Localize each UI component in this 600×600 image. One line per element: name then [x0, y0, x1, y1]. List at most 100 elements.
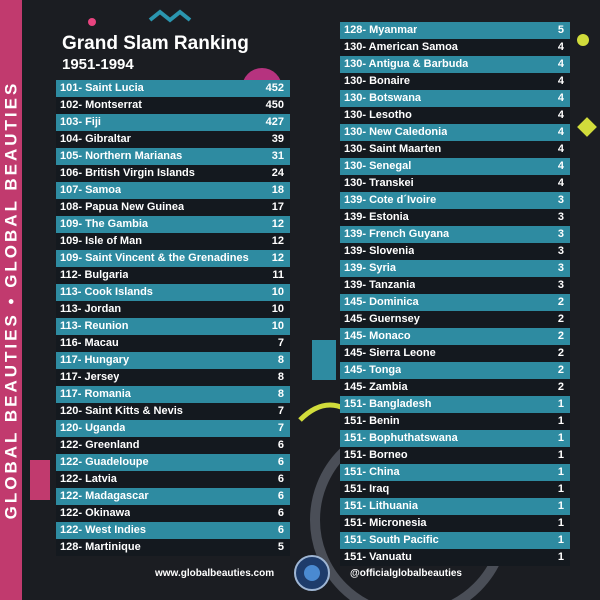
row-label: 109- Saint Vincent & the Grenadines: [60, 252, 249, 265]
table-row: 128- Myanmar 5: [340, 22, 570, 39]
table-row: 139- Syria 3: [340, 260, 570, 277]
row-value: 1: [557, 432, 564, 445]
row-value: 2: [557, 296, 564, 309]
row-value: 1: [557, 517, 564, 530]
row-value: 427: [265, 116, 284, 129]
table-row: 130- New Caledonia 4: [340, 124, 570, 141]
social-handle[interactable]: @officialglobalbeauties: [350, 568, 462, 579]
row-label: 113- Reunion: [60, 320, 129, 333]
side-banner: GLOBAL BEAUTIES • GLOBAL BEAUTIES: [0, 0, 22, 600]
row-label: 116- Macau: [60, 337, 119, 350]
table-row: 109- Saint Vincent & the Grenadines 12: [56, 250, 290, 267]
table-row: 130- Botswana 4: [340, 90, 570, 107]
row-label: 145- Monaco: [344, 330, 411, 343]
row-label: 151- Borneo: [344, 449, 408, 462]
table-row: 130- Lesotho 4: [340, 107, 570, 124]
row-label: 139- Cote d´Ivoire: [344, 194, 437, 207]
row-label: 120- Saint Kitts & Nevis: [60, 405, 183, 418]
row-value: 4: [557, 41, 564, 54]
table-row: 128- Martinique 5: [56, 539, 290, 556]
row-label: 106- British Virgin Islands: [60, 167, 195, 180]
decor-wave: [148, 9, 192, 23]
row-label: 151- Vanuatu: [344, 551, 412, 564]
table-row: 145- Tonga 2: [340, 362, 570, 379]
row-value: 3: [557, 279, 564, 292]
table-row: 130- Antigua & Barbuda 4: [340, 56, 570, 73]
table-row: 113- Jordan 10: [56, 301, 290, 318]
row-value: 31: [271, 150, 284, 163]
row-value: 6: [277, 490, 284, 503]
table-row: 102- Montserrat 450: [56, 97, 290, 114]
table-row: 122- West Indies 6: [56, 522, 290, 539]
row-label: 151- South Pacific: [344, 534, 439, 547]
table-row: 145- Sierra Leone 2: [340, 345, 570, 362]
row-value: 7: [277, 337, 284, 350]
table-row: 104- Gibraltar 39: [56, 131, 290, 148]
row-value: 2: [557, 381, 564, 394]
row-label: 151- Micronesia: [344, 517, 427, 530]
row-label: 139- Tanzania: [344, 279, 416, 292]
table-row: 130- American Samoa 4: [340, 39, 570, 56]
row-value: 2: [557, 330, 564, 343]
row-label: 112- Bulgaria: [60, 269, 129, 282]
row-label: 122- Greenland: [60, 439, 140, 452]
row-value: 1: [557, 398, 564, 411]
row-label: 113- Cook Islands: [60, 286, 153, 299]
row-value: 3: [557, 211, 564, 224]
row-label: 107- Samoa: [60, 184, 122, 197]
row-value: 2: [557, 364, 564, 377]
table-row: 122- Latvia 6: [56, 471, 290, 488]
globe-icon: [304, 565, 320, 581]
row-value: 6: [277, 524, 284, 537]
row-value: 7: [277, 422, 284, 435]
row-value: 4: [557, 58, 564, 71]
table-row: 145- Zambia 2: [340, 379, 570, 396]
table-row: 109- Isle of Man 12: [56, 233, 290, 250]
row-label: 122- Okinawa: [60, 507, 131, 520]
row-label: 117- Jersey: [60, 371, 120, 384]
table-row: 151- South Pacific 1: [340, 532, 570, 549]
row-value: 3: [557, 194, 564, 207]
row-value: 6: [277, 456, 284, 469]
row-label: 130- New Caledonia: [344, 126, 448, 139]
row-label: 122- Latvia: [60, 473, 117, 486]
table-row: 139- Estonia 3: [340, 209, 570, 226]
ranking-column-left: 101- Saint Lucia 452 102- Montserrat 450 103…: [56, 80, 290, 556]
row-label: 151- Bangladesh: [344, 398, 432, 411]
row-value: 39: [271, 133, 284, 146]
table-row: 112- Bulgaria 11: [56, 267, 290, 284]
row-value: 450: [265, 99, 284, 112]
row-label: 130- Transkei: [344, 177, 414, 190]
row-label: 109- Isle of Man: [60, 235, 142, 248]
row-label: 104- Gibraltar: [60, 133, 131, 146]
table-row: 151- Micronesia 1: [340, 515, 570, 532]
decor-dot: [577, 34, 589, 46]
table-row: 107- Samoa 18: [56, 182, 290, 199]
table-row: 145- Monaco 2: [340, 328, 570, 345]
row-label: 139- French Guyana: [344, 228, 450, 241]
table-row: 151- Lithuania 1: [340, 498, 570, 515]
row-value: 4: [557, 143, 564, 156]
table-row: 109- The Gambia 12: [56, 216, 290, 233]
row-label: 108- Papua New Guinea: [60, 201, 185, 214]
table-row: 139- Cote d´Ivoire 3: [340, 192, 570, 209]
row-label: 130- Bonaire: [344, 75, 411, 88]
row-value: 4: [557, 75, 564, 88]
row-value: 5: [557, 24, 564, 37]
row-value: 10: [271, 303, 284, 316]
row-label: 139- Slovenia: [344, 245, 415, 258]
row-label: 151- Bophuthatswana: [344, 432, 458, 445]
decor-cube: [312, 340, 336, 380]
row-label: 139- Syria: [344, 262, 396, 275]
table-row: 120- Saint Kitts & Nevis 7: [56, 403, 290, 420]
row-label: 151- Benin: [344, 415, 400, 428]
row-value: 2: [557, 347, 564, 360]
table-row: 113- Cook Islands 10: [56, 284, 290, 301]
row-value: 1: [557, 500, 564, 513]
row-label: 113- Jordan: [60, 303, 122, 316]
website-link[interactable]: www.globalbeauties.com: [155, 568, 275, 579]
row-value: 1: [557, 483, 564, 496]
row-label: 130- American Samoa: [344, 41, 458, 54]
row-value: 1: [557, 449, 564, 462]
row-label: 130- Antigua & Barbuda: [344, 58, 469, 71]
